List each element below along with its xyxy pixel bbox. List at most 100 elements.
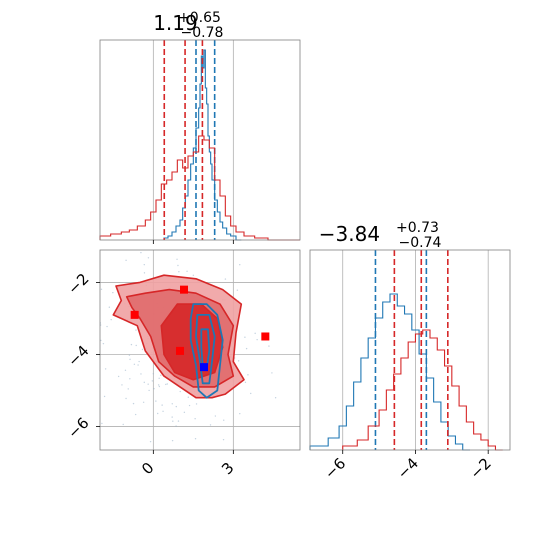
scatter-point [97,311,98,312]
contour-blue-level-1 [195,314,216,385]
scatter-point [135,344,137,347]
x-tick-label-bottom-right-0: −6 [321,454,349,482]
scatter-point [142,401,145,403]
scatter-point [143,263,145,266]
scatter-point [171,416,173,418]
scatter-point [211,238,212,239]
title-top-left-minus: −0.78 [181,25,224,41]
title-bottom-right: −3.84 +0.73 −0.74 [319,217,444,251]
x-tick-label-bottom-right-2: −2 [466,454,494,482]
scatter-point [103,395,106,398]
scatter-point [244,336,246,338]
scatter-point [140,251,142,254]
scatter-point [250,392,252,395]
scatter-point [179,390,181,393]
frame-top-left [99,39,301,241]
scatter-point [239,264,241,266]
scatter-point [268,345,270,347]
scatter-point [171,403,173,405]
scatter-point [95,402,96,403]
scatter-point [222,438,225,441]
title-top-left-value: 1.19 [153,11,198,35]
scatter-point [247,374,249,376]
contour-panel-bottom-left: 0 3 −2 −4 −6 [64,238,301,478]
scatter-point [186,270,188,272]
scatter-point [125,397,127,400]
scatter-point [112,291,114,294]
scatter-point [171,439,174,442]
scatter-point [209,245,210,246]
scatter-point [127,388,129,390]
scatter-point [274,397,277,399]
scatter-point [133,363,136,365]
scatter-point [137,364,139,366]
scatter-point [124,369,127,372]
y-tick-label-bottom-left-1: −4 [64,342,92,370]
scatter-point [166,383,168,385]
scatter-point [236,289,239,291]
title-top-left-plus: +0.65 [178,10,221,26]
title-bottom-right-minus: −0.74 [399,235,442,251]
scatter-point [121,384,123,386]
scatter-point [158,377,160,380]
contour-blue-level-0 [189,303,224,399]
scatter-point [134,413,137,416]
scatter-point [195,403,198,405]
scatter-point [100,288,103,290]
scatter-point [94,279,95,280]
scatter-point [187,396,190,398]
scatter-point [172,420,174,422]
scatter-point [102,342,105,345]
scatter-point [155,400,157,402]
histogram-blue-step [309,293,470,451]
marker-2 [261,332,270,341]
x-tick-label-bottom-left-0: 0 [138,459,157,478]
histogram-red-step [99,135,300,241]
scatter-point [239,412,241,415]
contour-plot-area [89,238,300,451]
marker-0 [130,310,139,319]
scatter-point [117,375,120,378]
scatter-point [165,383,167,386]
scatter-point [108,306,111,308]
scatter-point [147,383,149,385]
marker-1 [180,285,188,294]
scatter-point [194,418,196,420]
frame-bottom-left [99,249,301,451]
scatter-point [151,380,154,382]
scatter-point [221,247,222,248]
scatter-point [101,422,103,425]
scatter-point [209,424,212,426]
scatter-point [183,411,186,414]
scatter-point [223,419,225,421]
scatter-point [93,325,94,326]
scatter-point [188,404,191,407]
scatter-point [149,440,152,443]
scatter-point [178,271,180,273]
marker-4 [200,363,208,372]
histogram-red-step [342,329,503,451]
scatter-point [89,384,90,385]
scatter-point [157,412,159,415]
histogram-panel-top-left [99,39,301,244]
scatter-point [100,339,102,342]
scatter-point [194,437,197,440]
scatter-point [165,450,166,451]
scatter-point [143,272,146,274]
scatter-point [106,325,108,328]
scatter-point [135,329,137,331]
scatter-point [176,258,178,260]
scatter-point [237,360,240,362]
scatter-point [104,368,107,370]
scatter-point [256,338,258,341]
scatter-point [214,415,217,417]
scatter-point [125,259,127,262]
x-tick-label-bottom-right-1: −4 [394,454,422,482]
title-bottom-right-value: −3.84 [319,222,380,246]
title-top-left: 1.19 +0.65 −0.78 [153,7,226,41]
histogram-panel-bottom-right: −6 −4 −2 [309,249,511,483]
scatter-point [177,264,179,267]
scatter-point [177,420,180,422]
scatter-point [152,373,155,375]
